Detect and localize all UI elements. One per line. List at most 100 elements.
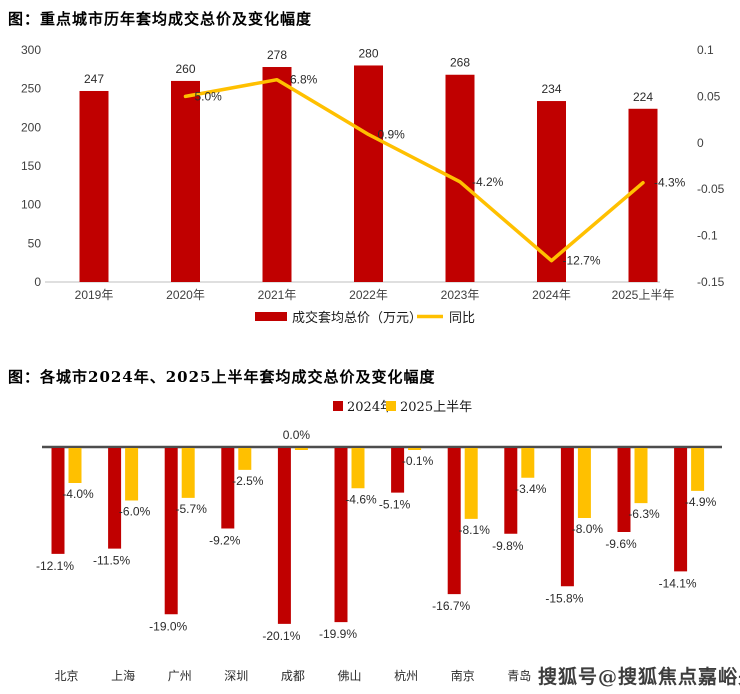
- bar-2025-value-label: -8.0%: [572, 522, 604, 536]
- right-axis-tick: 0.05: [697, 89, 721, 103]
- bar-avg-total-price: [79, 90, 109, 282]
- legend-bar-label: 成交套均总价（万元）: [292, 310, 422, 326]
- bar-2024-value-label: -19.9%: [319, 627, 357, 641]
- bar-2025: [181, 448, 195, 498]
- bar-2025: [634, 448, 648, 504]
- yoy-value-label: 6.8%: [290, 73, 318, 87]
- bar-2025: [125, 448, 139, 501]
- left-axis-tick: 250: [21, 82, 41, 96]
- right-axis-tick: -0.15: [697, 275, 725, 289]
- bar-value-label: 247: [84, 72, 104, 86]
- left-axis-tick: 200: [21, 120, 41, 134]
- bar-2025-value-label: -3.4%: [515, 482, 547, 496]
- bar-value-label: 278: [267, 48, 287, 62]
- bar-2024-value-label: -12.1%: [36, 559, 74, 573]
- right-axis-tick: -0.1: [697, 229, 718, 243]
- right-axis-tick: -0.05: [697, 182, 725, 196]
- bar-2024-value-label: -20.1%: [262, 629, 300, 643]
- bar-2024-value-label: -9.8%: [492, 539, 524, 553]
- bar-2024: [617, 448, 631, 532]
- city-label: 佛山: [337, 669, 361, 683]
- city-label: 南京: [451, 668, 475, 683]
- bar-2024: [447, 448, 461, 595]
- bar-2024: [391, 448, 405, 493]
- x-axis-label: 2025上半年: [612, 288, 675, 302]
- bar-2025: [691, 448, 705, 491]
- bottom-chart-title: 图：各城市2024年、2025上半年套均成交总价及变化幅度: [8, 368, 436, 386]
- bar-2024-value-label: -9.2%: [209, 534, 241, 548]
- x-axis-label: 2022年: [349, 288, 388, 302]
- yoy-value-label: -12.7%: [563, 254, 601, 268]
- x-axis-label: 2024年: [532, 288, 571, 302]
- bar-2024-value-label: -19.0%: [149, 619, 187, 633]
- city-label: 北京: [54, 669, 78, 683]
- city-label: 成都: [281, 669, 305, 683]
- bar-2024-value-label: -14.1%: [659, 576, 697, 590]
- legend-2025-label: 2025上半年: [400, 400, 472, 415]
- x-axis-label: 2021年: [258, 288, 297, 302]
- x-axis-label: 2020年: [166, 288, 205, 302]
- left-axis-tick: 0: [34, 275, 41, 289]
- bar-2024: [108, 448, 122, 549]
- bar-2024: [674, 448, 688, 572]
- bar-2024: [277, 448, 291, 624]
- bar-avg-total-price: [262, 67, 292, 282]
- bar-value-label: 260: [175, 62, 195, 76]
- left-axis-tick: 300: [21, 43, 41, 57]
- bar-2025-value-label: -2.5%: [232, 474, 264, 488]
- bar-2025: [294, 448, 308, 450]
- bar-value-label: 224: [633, 90, 653, 104]
- bar-2025: [238, 448, 252, 470]
- legend-bar-swatch: [255, 312, 287, 321]
- bar-2025-value-label: -6.3%: [628, 507, 660, 521]
- right-axis-tick: 0: [697, 136, 704, 150]
- city-label: 深圳: [224, 669, 248, 683]
- bar-value-label: 268: [450, 56, 470, 70]
- bar-2025-value-label: -4.6%: [345, 492, 377, 506]
- bar-value-label: 280: [358, 46, 378, 60]
- bar-avg-total-price: [171, 80, 200, 282]
- top-chart-title: 图：重点城市历年套均成交总价及变化幅度: [8, 10, 313, 28]
- bar-2025-value-label: -5.7%: [176, 502, 208, 516]
- bar-2024-value-label: -11.5%: [93, 554, 130, 568]
- city-label: 广州: [168, 669, 192, 683]
- bar-2024-value-label: -5.1%: [379, 498, 411, 512]
- bar-2024: [560, 448, 574, 587]
- price-trend-combo-chart: 300 250 200 150 100 50 0 0.1 0.05 0 -0.05 -0.1 -0.15…: [21, 43, 725, 326]
- bar-2025: [68, 448, 82, 483]
- left-axis-tick: 50: [28, 236, 42, 250]
- yoy-value-label: -4.3%: [654, 176, 686, 190]
- bar-2025-value-label: 0.0%: [283, 428, 311, 442]
- bar-2025-value-label: -4.0%: [62, 487, 94, 501]
- bar-2024: [334, 448, 348, 623]
- yoy-value-label: 0.9%: [378, 127, 406, 141]
- yoy-line: [183, 77, 645, 263]
- legend-2025-swatch: [386, 401, 396, 411]
- bar-2025: [351, 448, 365, 489]
- bar-2024: [51, 448, 65, 554]
- left-axis-tick: 100: [21, 198, 41, 212]
- sohu-watermark: 搜狐号@搜狐焦点嘉峪关站: [538, 666, 740, 688]
- left-axis-tick: 150: [21, 159, 41, 173]
- bar-2024: [164, 448, 178, 615]
- bar-avg-total-price: [628, 108, 658, 282]
- bar-value-label: 234: [541, 82, 561, 96]
- legend-line-label: 同比: [449, 311, 475, 326]
- bar-2025: [577, 448, 591, 518]
- yoy-value-label: 5.0%: [195, 89, 223, 103]
- city-change-bar-chart: 2024年 2025上半年 -4.0% -12.1% 北京 -6.0% -11.5% 上海 -5…: [36, 400, 722, 683]
- right-axis-tick: 0.1: [697, 43, 714, 57]
- bar-2024: [504, 448, 518, 534]
- bar-2024-value-label: -9.6%: [605, 537, 637, 551]
- bar-2024-value-label: -15.8%: [545, 591, 583, 605]
- bar-2024-value-label: -16.7%: [432, 599, 470, 613]
- x-axis-label: 2023年: [441, 288, 480, 302]
- city-label: 杭州: [394, 668, 418, 683]
- x-axis-label: 2019年: [75, 288, 114, 302]
- bar-2025: [521, 448, 535, 478]
- bar-2025: [408, 448, 422, 450]
- legend-2024-swatch: [333, 401, 343, 411]
- bar-2025-value-label: -6.0%: [119, 505, 151, 519]
- bar-2025-value-label: -4.9%: [685, 495, 717, 509]
